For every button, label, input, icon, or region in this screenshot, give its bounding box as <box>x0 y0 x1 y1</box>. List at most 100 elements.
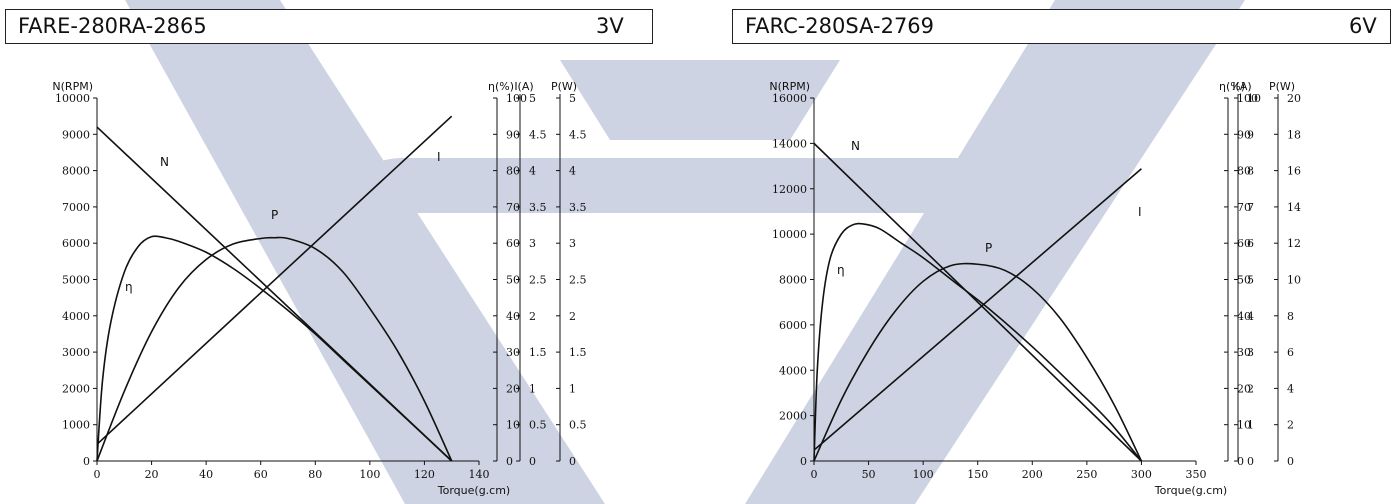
y-tick-label-right: 0 <box>1247 455 1254 468</box>
x-tick-label: 60 <box>254 468 268 481</box>
y-axis-title-right: η(%) <box>488 80 514 93</box>
series-label: N <box>160 155 169 169</box>
y-tick-label-right: 90 <box>506 128 520 141</box>
y-tick-label-right: 50 <box>1237 274 1251 287</box>
y-tick-label-left: 7000 <box>62 201 90 214</box>
y-tick-label-right: 0 <box>1287 455 1294 468</box>
series-label: I <box>437 150 441 164</box>
y-tick-label-left: 0 <box>83 455 90 468</box>
y-tick-label-left: 0 <box>800 455 807 468</box>
y-tick-label-left: 2000 <box>779 410 807 423</box>
y-tick-label-right: 18 <box>1287 128 1301 141</box>
y-tick-label-right: 0 <box>506 455 513 468</box>
y-tick-label-left: 4000 <box>779 364 807 377</box>
x-axis-title: Torque(g.cm) <box>437 484 510 497</box>
y-tick-label-right: 10 <box>1287 274 1301 287</box>
x-tick-label: 0 <box>811 468 818 481</box>
y-tick-label-left: 8000 <box>779 274 807 287</box>
y-tick-label-right: 1.5 <box>529 346 547 359</box>
series-label: P <box>985 241 992 255</box>
y-tick-label-right: 4 <box>1287 382 1294 395</box>
chart-voltage: 6V <box>1349 14 1377 38</box>
y-tick-label-right: 5 <box>569 92 576 105</box>
y-tick-label-right: 40 <box>1237 310 1251 323</box>
x-tick-label: 50 <box>862 468 876 481</box>
y-tick-label-left: 6000 <box>62 237 90 250</box>
y-tick-label-right: 1.5 <box>569 346 587 359</box>
series-line-p <box>813 262 1143 462</box>
y-tick-label-right: 10 <box>1247 92 1261 105</box>
motor-curve-chart-right: N(RPM)0200040006000800010000120001400016… <box>769 80 1301 497</box>
y-axis-title-right: η(%) <box>1219 80 1245 93</box>
y-tick-label-right: 0 <box>569 455 576 468</box>
y-tick-label-right: 30 <box>1237 346 1251 359</box>
y-tick-label-right: 2 <box>569 310 576 323</box>
y-tick-label-right: 9 <box>1247 128 1254 141</box>
y-axis-title-left: N(RPM) <box>52 80 93 93</box>
y-tick-label-right: 7 <box>1247 201 1254 214</box>
x-tick-label: 40 <box>199 468 213 481</box>
series-line-eta <box>813 222 1143 462</box>
y-tick-label-right: 2.5 <box>569 274 587 287</box>
y-tick-label-right: 2 <box>1247 382 1254 395</box>
y-tick-label-right: 70 <box>1237 201 1251 214</box>
series-label: N <box>851 139 860 153</box>
y-tick-label-right: 3 <box>529 237 536 250</box>
y-tick-label-left: 14000 <box>772 137 807 150</box>
y-tick-label-left: 10000 <box>772 228 807 241</box>
y-tick-label-left: 8000 <box>62 165 90 178</box>
x-axis-title: Torque(g.cm) <box>1154 484 1227 497</box>
y-tick-label-right: 6 <box>1247 237 1254 250</box>
y-tick-label-right: 4 <box>569 165 576 178</box>
chart-title: FARE-280RA-2865 <box>18 14 207 38</box>
x-tick-label: 200 <box>1022 468 1043 481</box>
y-tick-label-right: 14 <box>1287 201 1301 214</box>
y-tick-label-right: 20 <box>506 382 520 395</box>
y-tick-label-right: 0 <box>529 455 536 468</box>
series-line-i <box>813 168 1142 451</box>
y-tick-label-right: 60 <box>506 237 520 250</box>
x-tick-label: 20 <box>145 468 159 481</box>
motor-curve-chart-left: N(RPM)0100020003000400050006000700080009… <box>52 80 587 497</box>
y-tick-label-right: 20 <box>1237 382 1251 395</box>
y-tick-label-right: 50 <box>506 274 520 287</box>
y-tick-label-right: 60 <box>1237 237 1251 250</box>
y-tick-label-right: 100 <box>1237 92 1258 105</box>
series-label: P <box>271 208 278 222</box>
y-tick-label-right: 20 <box>1287 92 1301 105</box>
y-tick-label-right: 1 <box>529 382 536 395</box>
y-tick-label-right: 70 <box>506 201 520 214</box>
y-tick-label-right: 10 <box>506 419 520 432</box>
chart-voltage: 3V <box>596 14 624 38</box>
y-tick-label-right: 4.5 <box>569 128 587 141</box>
series-label: I <box>1138 205 1142 219</box>
y-tick-label-right: 80 <box>1237 165 1251 178</box>
y-tick-label-right: 3.5 <box>529 201 547 214</box>
y-tick-label-right: 4 <box>1247 310 1254 323</box>
y-axis-title-left: N(RPM) <box>769 80 810 93</box>
x-tick-label: 250 <box>1076 468 1097 481</box>
y-tick-label-right: 2 <box>1287 419 1294 432</box>
y-tick-label-right: 0.5 <box>529 419 547 432</box>
series-label: η <box>125 280 133 294</box>
x-tick-label: 140 <box>469 468 490 481</box>
y-tick-label-right: 4 <box>529 165 536 178</box>
y-tick-label-right: 3 <box>569 237 576 250</box>
y-tick-label-right: 80 <box>506 165 520 178</box>
y-tick-label-right: 6 <box>1287 346 1294 359</box>
x-tick-label: 300 <box>1131 468 1152 481</box>
series-line-p <box>96 236 453 462</box>
x-tick-label: 80 <box>308 468 322 481</box>
y-tick-label-left: 9000 <box>62 128 90 141</box>
y-tick-label-left: 10000 <box>55 92 90 105</box>
y-tick-label-right: 90 <box>1237 128 1251 141</box>
chart-title: FARC-280SA-2769 <box>745 14 935 38</box>
y-tick-label-right: 2.5 <box>529 274 547 287</box>
x-tick-label: 150 <box>967 468 988 481</box>
x-tick-label: 120 <box>414 468 435 481</box>
chart-panel-right: FARC-280SA-2769 6V N(RPM) 0 2000 4000 6000 80… <box>701 0 1391 504</box>
y-axis-title-right: P(W) <box>551 80 577 93</box>
series-line-i <box>96 115 453 445</box>
y-tick-label-right: 1 <box>569 382 576 395</box>
